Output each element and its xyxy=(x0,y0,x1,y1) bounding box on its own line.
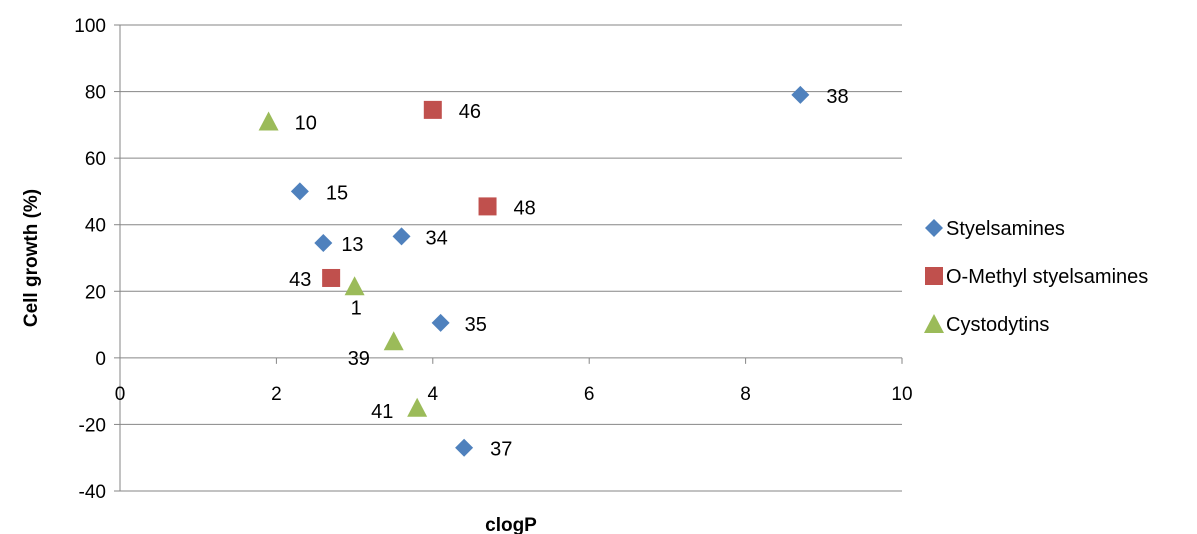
y-tick-label-60: 60 xyxy=(85,149,106,170)
legend-label-1: O-Methyl styelsamines xyxy=(946,266,1148,288)
point-label-48: 48 xyxy=(514,197,536,219)
y-tick-label-80: 80 xyxy=(85,83,106,104)
x-tick-label-0: 0 xyxy=(115,384,126,405)
point-label-43: 43 xyxy=(289,269,311,291)
point-triangle-39 xyxy=(383,331,404,351)
legend: Styelsamines O-Methyl styelsamines Cystody… xyxy=(924,218,1148,336)
x-tick-label-4: 4 xyxy=(428,384,439,405)
y-tick-label--20: -20 xyxy=(79,415,106,436)
data-points xyxy=(258,85,810,457)
point-diamond-15 xyxy=(290,182,309,201)
point-label-1: 1 xyxy=(351,297,362,319)
point-label-41: 41 xyxy=(371,401,393,423)
legend-label-0: Styelsamines xyxy=(946,218,1065,240)
point-square-46 xyxy=(423,100,442,119)
point-label-13: 13 xyxy=(341,234,363,256)
legend-label-2: Cystodytins xyxy=(946,314,1049,336)
point-label-35: 35 xyxy=(465,314,487,336)
point-diamond-34 xyxy=(392,227,411,246)
point-diamond-35 xyxy=(431,313,450,332)
x-tick-label-8: 8 xyxy=(740,384,751,405)
point-label-37: 37 xyxy=(490,439,512,461)
point-label-15: 15 xyxy=(326,182,348,204)
y-axis-title: Cell growth (%) xyxy=(21,189,42,327)
point-diamond-37 xyxy=(455,438,474,457)
y-tick-label-0: 0 xyxy=(95,349,106,370)
point-label-38: 38 xyxy=(826,86,848,108)
point-square-43 xyxy=(322,268,341,287)
x-tick-label-6: 6 xyxy=(584,384,595,405)
point-label-34: 34 xyxy=(426,227,448,249)
x-axis-title: clogP xyxy=(485,515,537,534)
point-diamond-38 xyxy=(791,85,810,104)
point-label-10: 10 xyxy=(295,113,317,135)
point-triangle-41 xyxy=(407,397,428,417)
point-label-39: 39 xyxy=(348,348,370,370)
point-triangle-1 xyxy=(344,276,365,296)
point-diamond-13 xyxy=(314,234,333,253)
legend-marker-diamond xyxy=(925,219,943,237)
x-tick-label-10: 10 xyxy=(891,384,912,405)
x-tick-label-2: 2 xyxy=(271,384,282,405)
point-triangle-10 xyxy=(258,111,279,131)
point-label-46: 46 xyxy=(459,101,481,123)
gridlines xyxy=(120,24,902,492)
legend-marker-triangle xyxy=(924,314,944,333)
point-square-48 xyxy=(478,197,497,216)
y-tick-label--40: -40 xyxy=(79,482,106,503)
y-tick-label-20: 20 xyxy=(85,282,106,303)
y-tick-label-40: 40 xyxy=(85,216,106,237)
legend-marker-square xyxy=(925,267,943,285)
y-tick-label-100: 100 xyxy=(74,16,106,37)
axes xyxy=(114,24,903,492)
